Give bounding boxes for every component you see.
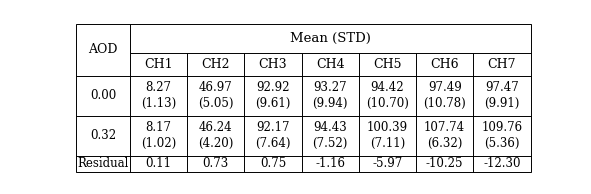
Text: AOD: AOD: [88, 43, 118, 56]
Text: 8.17
(1.02): 8.17 (1.02): [141, 121, 176, 150]
Text: CH6: CH6: [430, 58, 459, 71]
Text: 0.75: 0.75: [260, 157, 286, 170]
Text: Residual: Residual: [77, 157, 129, 170]
Text: 97.49
(10.78): 97.49 (10.78): [423, 81, 466, 110]
Text: 93.27
(9.94): 93.27 (9.94): [313, 81, 348, 110]
Text: 0.32: 0.32: [90, 129, 116, 142]
Text: 0.00: 0.00: [90, 89, 116, 102]
Text: -12.30: -12.30: [483, 157, 521, 170]
Text: -1.16: -1.16: [315, 157, 345, 170]
Text: -5.97: -5.97: [372, 157, 402, 170]
Text: CH4: CH4: [316, 58, 345, 71]
Text: 0.73: 0.73: [203, 157, 229, 170]
Text: 94.43
(7.52): 94.43 (7.52): [313, 121, 348, 150]
Text: 109.76
(5.36): 109.76 (5.36): [481, 121, 522, 150]
Text: Mean (STD): Mean (STD): [290, 32, 371, 45]
Text: CH1: CH1: [144, 58, 173, 71]
Text: CH3: CH3: [259, 58, 287, 71]
Text: 92.17
(7.64): 92.17 (7.64): [255, 121, 291, 150]
Text: 92.92
(9.61): 92.92 (9.61): [255, 81, 291, 110]
Text: -10.25: -10.25: [426, 157, 463, 170]
Text: 46.97
(5.05): 46.97 (5.05): [198, 81, 233, 110]
Text: 46.24
(4.20): 46.24 (4.20): [198, 121, 233, 150]
Text: CH5: CH5: [373, 58, 402, 71]
Text: 100.39
(7.11): 100.39 (7.11): [367, 121, 408, 150]
Text: 97.47
(9.91): 97.47 (9.91): [484, 81, 519, 110]
Text: CH7: CH7: [488, 58, 516, 71]
Text: 94.42
(10.70): 94.42 (10.70): [366, 81, 409, 110]
Text: 8.27
(1.13): 8.27 (1.13): [141, 81, 176, 110]
Text: 0.11: 0.11: [145, 157, 171, 170]
Text: 107.74
(6.32): 107.74 (6.32): [424, 121, 465, 150]
Text: CH2: CH2: [202, 58, 230, 71]
